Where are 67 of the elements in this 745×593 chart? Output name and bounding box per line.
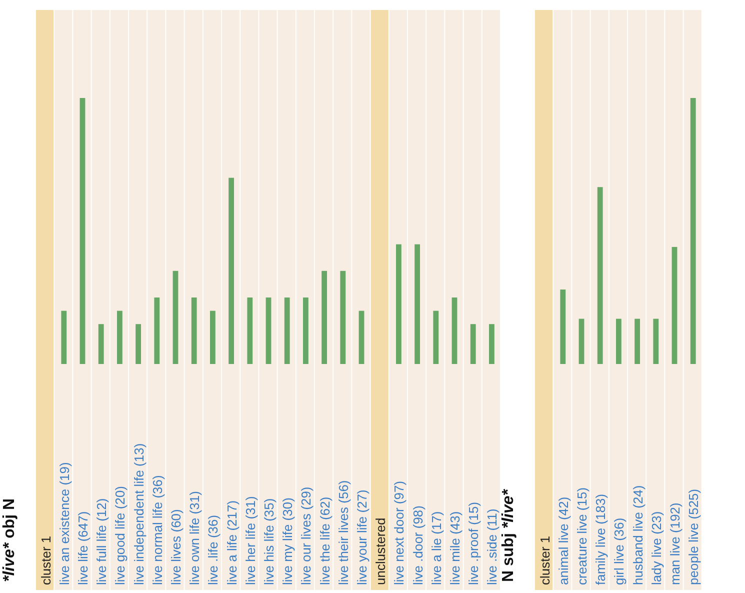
x-tick-label: live life (647) — [76, 511, 90, 585]
x-tick-label: husband live (24) — [630, 485, 646, 585]
x-tick-label: live full life (12) — [94, 498, 110, 585]
text: *live* obj N — [1, 498, 18, 582]
bar — [61, 310, 67, 364]
x-tick-label: live .door (98) — [410, 506, 426, 585]
bar — [616, 318, 622, 364]
bar — [154, 298, 160, 364]
x-tick-label: live their lives (56) — [336, 480, 351, 585]
bar — [597, 187, 603, 364]
x-tick-label: live .proof (15) — [466, 502, 482, 585]
x-tick-label: live .life (36) — [206, 514, 221, 585]
x-tick-label: live the life (62) — [317, 496, 332, 585]
x-tick-label: cluster 1 — [38, 536, 54, 585]
x-tick-label: live a lie (17) — [428, 511, 444, 585]
x-tick-label: man live (192) — [668, 502, 682, 585]
bar — [117, 310, 122, 364]
x-tick-label: live her life (31) — [242, 496, 258, 585]
bar — [322, 270, 327, 364]
bar — [560, 290, 566, 364]
x-tick-label: live an existence (19) — [56, 462, 72, 585]
bar — [210, 310, 216, 364]
x-tick-label: live his life (35) — [262, 498, 276, 585]
bar — [452, 298, 458, 364]
x-tick-label: cluster 1 — [537, 536, 552, 585]
x-tick-label: live my life (30) — [280, 498, 296, 585]
bar — [634, 318, 640, 364]
bar — [303, 298, 308, 364]
bar — [672, 246, 678, 364]
bar — [414, 244, 420, 364]
bar — [266, 298, 272, 364]
x-tick-label: unclustered — [373, 518, 388, 585]
x-tick-label: lady live (23) — [648, 511, 664, 585]
bar — [489, 324, 494, 364]
bar — [98, 324, 104, 364]
bar — [358, 310, 364, 364]
x-tick-label: live normal life (36) — [150, 475, 165, 585]
x-tick-label: live mile (43) — [448, 511, 462, 585]
bar — [80, 98, 86, 364]
x-tick-label: animal live (42) — [556, 496, 571, 585]
x-tick-label: live your life (27) — [354, 490, 370, 585]
bar — [247, 298, 253, 364]
bar — [396, 244, 402, 364]
text: N subj *live* — [500, 488, 517, 582]
x-tick-label: girl live (36) — [612, 518, 627, 585]
bar — [284, 298, 290, 364]
x-tick-label: live our lives (29) — [298, 486, 314, 585]
bar — [690, 98, 696, 364]
bar — [578, 318, 584, 364]
x-tick-label: family live (183) — [593, 494, 608, 585]
bar — [653, 318, 659, 364]
x-tick-label: live independent life (13) — [131, 443, 146, 585]
bar — [136, 324, 141, 364]
x-tick-label: live own life (31) — [187, 491, 202, 585]
bar — [191, 298, 197, 364]
x-tick-label: live next door (97) — [392, 480, 407, 585]
x-tick-label: people live (525) — [686, 488, 702, 585]
bar — [340, 270, 346, 364]
x-tick-label: live .side (11) — [484, 508, 500, 585]
bar — [433, 310, 439, 364]
x-tick-label: live good life (20) — [112, 486, 128, 585]
bar — [470, 324, 476, 364]
x-tick-label: live a life (217) — [224, 500, 240, 585]
bar — [228, 178, 234, 364]
x-tick-label: creature live (15) — [574, 487, 590, 585]
bar — [172, 270, 178, 364]
x-tick-label: live lives (60) — [168, 509, 184, 585]
